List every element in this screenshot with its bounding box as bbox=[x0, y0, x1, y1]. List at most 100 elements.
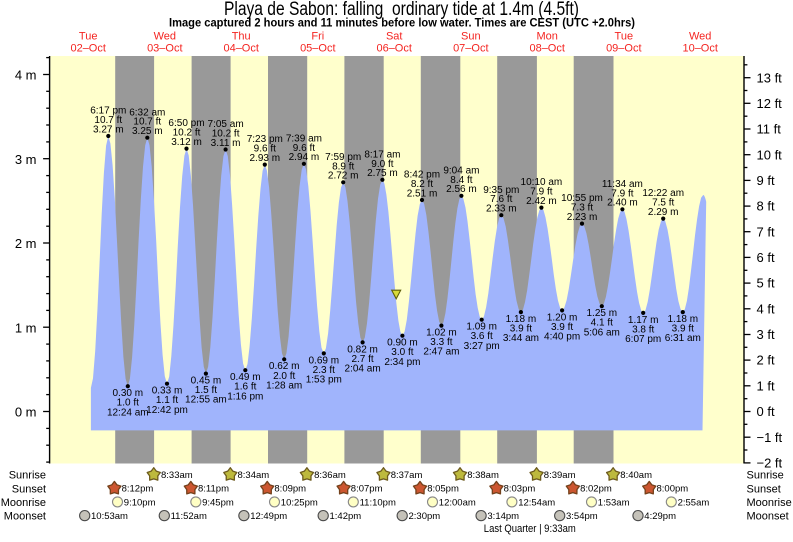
svg-text:8 ft: 8 ft bbox=[757, 199, 775, 214]
svg-text:3.3 ft: 3.3 ft bbox=[430, 337, 452, 348]
svg-text:3.25 m: 3.25 m bbox=[132, 126, 163, 137]
svg-text:12 ft: 12 ft bbox=[757, 96, 783, 111]
svg-text:Wed: Wed bbox=[689, 31, 711, 43]
svg-text:1:53 pm: 1:53 pm bbox=[306, 375, 342, 386]
svg-text:8:42 pm: 8:42 pm bbox=[404, 170, 440, 181]
svg-text:8:17 am: 8:17 am bbox=[364, 149, 400, 160]
svg-text:1.18 m: 1.18 m bbox=[506, 314, 537, 325]
svg-text:8:07pm: 8:07pm bbox=[351, 484, 383, 495]
svg-text:5:06 am: 5:06 am bbox=[584, 327, 620, 338]
svg-text:0.90 m: 0.90 m bbox=[387, 338, 418, 349]
svg-text:8.2 ft: 8.2 ft bbox=[411, 179, 433, 190]
svg-text:8:33am: 8:33am bbox=[161, 470, 193, 481]
svg-text:13 ft: 13 ft bbox=[757, 70, 783, 85]
svg-text:Image captured 2 hours and 11: Image captured 2 hours and 11 minutes be… bbox=[169, 15, 635, 29]
svg-text:Fri: Fri bbox=[311, 31, 324, 43]
svg-text:2.72 m: 2.72 m bbox=[328, 171, 359, 182]
svg-text:8:09pm: 8:09pm bbox=[274, 484, 306, 495]
svg-text:2.23 m: 2.23 m bbox=[567, 212, 598, 223]
svg-text:6:17 pm: 6:17 pm bbox=[90, 106, 126, 117]
svg-text:4 ft: 4 ft bbox=[757, 301, 775, 316]
svg-text:8:34am: 8:34am bbox=[238, 470, 270, 481]
svg-text:0.62 m: 0.62 m bbox=[269, 361, 300, 372]
svg-text:9.6 ft: 9.6 ft bbox=[254, 144, 276, 155]
svg-text:12:42 pm: 12:42 pm bbox=[146, 405, 188, 416]
svg-text:10.7 ft: 10.7 ft bbox=[94, 115, 122, 126]
svg-text:2.29 m: 2.29 m bbox=[648, 207, 679, 218]
svg-text:8:39am: 8:39am bbox=[544, 470, 576, 481]
svg-text:05–Oct: 05–Oct bbox=[300, 43, 335, 55]
svg-text:2 m: 2 m bbox=[15, 236, 37, 251]
svg-text:2.75 m: 2.75 m bbox=[367, 168, 398, 179]
svg-text:8:12pm: 8:12pm bbox=[122, 484, 154, 495]
svg-text:2.7 ft: 2.7 ft bbox=[351, 354, 373, 365]
svg-text:1 m: 1 m bbox=[15, 320, 37, 335]
svg-text:08–Oct: 08–Oct bbox=[529, 43, 564, 55]
svg-text:1.0 ft: 1.0 ft bbox=[117, 398, 139, 409]
svg-text:Sun: Sun bbox=[461, 31, 481, 43]
svg-text:Wed: Wed bbox=[154, 31, 176, 43]
svg-text:7.3 ft: 7.3 ft bbox=[571, 203, 593, 214]
svg-text:3.6 ft: 3.6 ft bbox=[471, 331, 493, 342]
svg-text:Mon: Mon bbox=[536, 31, 557, 43]
svg-text:8.9 ft: 8.9 ft bbox=[332, 161, 354, 172]
svg-text:6:32 am: 6:32 am bbox=[129, 107, 165, 118]
svg-text:Sunset: Sunset bbox=[747, 483, 781, 495]
svg-text:−1 ft: −1 ft bbox=[757, 430, 783, 445]
svg-text:3 m: 3 m bbox=[15, 152, 37, 167]
svg-text:Sunset: Sunset bbox=[12, 483, 46, 495]
svg-text:7:05 am: 7:05 am bbox=[208, 119, 244, 130]
svg-text:2 ft: 2 ft bbox=[757, 353, 775, 368]
svg-text:1.20 m: 1.20 m bbox=[547, 312, 578, 323]
svg-text:3.12 m: 3.12 m bbox=[171, 137, 202, 148]
svg-text:3 ft: 3 ft bbox=[757, 327, 775, 342]
svg-text:10–Oct: 10–Oct bbox=[682, 43, 717, 55]
svg-text:10:25pm: 10:25pm bbox=[281, 497, 318, 508]
svg-text:8.4 ft: 8.4 ft bbox=[450, 175, 472, 186]
svg-text:1:16 pm: 1:16 pm bbox=[227, 391, 263, 402]
svg-text:Moonrise: Moonrise bbox=[1, 497, 46, 509]
svg-text:2.0 ft: 2.0 ft bbox=[273, 371, 295, 382]
svg-text:10:55 pm: 10:55 pm bbox=[561, 193, 603, 204]
svg-text:12:54am: 12:54am bbox=[518, 497, 555, 508]
svg-text:1.6 ft: 1.6 ft bbox=[234, 382, 256, 393]
svg-text:4.1 ft: 4.1 ft bbox=[591, 318, 613, 329]
svg-text:1.02 m: 1.02 m bbox=[426, 328, 457, 339]
svg-text:9 ft: 9 ft bbox=[757, 173, 775, 188]
svg-text:6:50 pm: 6:50 pm bbox=[168, 118, 204, 129]
svg-text:Tue: Tue bbox=[615, 31, 634, 43]
svg-text:3.0 ft: 3.0 ft bbox=[391, 347, 413, 358]
svg-text:6:07 pm: 6:07 pm bbox=[625, 334, 661, 345]
svg-text:8:02pm: 8:02pm bbox=[580, 484, 612, 495]
svg-text:11:34 am: 11:34 am bbox=[602, 179, 643, 190]
svg-text:0.49 m: 0.49 m bbox=[230, 372, 261, 383]
svg-text:12:22 am: 12:22 am bbox=[642, 188, 684, 199]
svg-text:12:00am: 12:00am bbox=[439, 497, 476, 508]
svg-text:2.94 m: 2.94 m bbox=[289, 152, 320, 163]
svg-text:2.93 m: 2.93 m bbox=[250, 153, 281, 164]
svg-text:10.2 ft: 10.2 ft bbox=[173, 128, 201, 139]
svg-text:5 ft: 5 ft bbox=[757, 276, 775, 291]
svg-text:03–Oct: 03–Oct bbox=[147, 43, 182, 55]
svg-text:12:24 am: 12:24 am bbox=[107, 407, 149, 418]
svg-text:4 m: 4 m bbox=[15, 68, 37, 83]
svg-text:10 ft: 10 ft bbox=[757, 147, 783, 162]
svg-text:7:59 pm: 7:59 pm bbox=[325, 152, 361, 163]
svg-text:3.9 ft: 3.9 ft bbox=[510, 324, 532, 335]
svg-text:0.45 m: 0.45 m bbox=[191, 376, 222, 387]
svg-text:11:52am: 11:52am bbox=[171, 511, 207, 522]
svg-text:3.8 ft: 3.8 ft bbox=[632, 324, 654, 335]
svg-text:Thu: Thu bbox=[232, 31, 251, 43]
svg-text:3.9 ft: 3.9 ft bbox=[672, 324, 694, 335]
svg-text:07–Oct: 07–Oct bbox=[453, 43, 488, 55]
svg-text:1 ft: 1 ft bbox=[757, 378, 775, 393]
svg-text:Moonrise: Moonrise bbox=[747, 497, 792, 509]
svg-text:Sunrise: Sunrise bbox=[747, 470, 784, 482]
svg-text:3.9 ft: 3.9 ft bbox=[551, 322, 573, 333]
svg-text:Moonset: Moonset bbox=[747, 511, 789, 523]
svg-text:2:04 am: 2:04 am bbox=[345, 364, 381, 375]
svg-text:3:14pm: 3:14pm bbox=[487, 511, 519, 522]
svg-text:11:10pm: 11:10pm bbox=[360, 497, 396, 508]
svg-text:9.0 ft: 9.0 ft bbox=[371, 159, 393, 170]
svg-text:0.69 m: 0.69 m bbox=[309, 355, 340, 366]
